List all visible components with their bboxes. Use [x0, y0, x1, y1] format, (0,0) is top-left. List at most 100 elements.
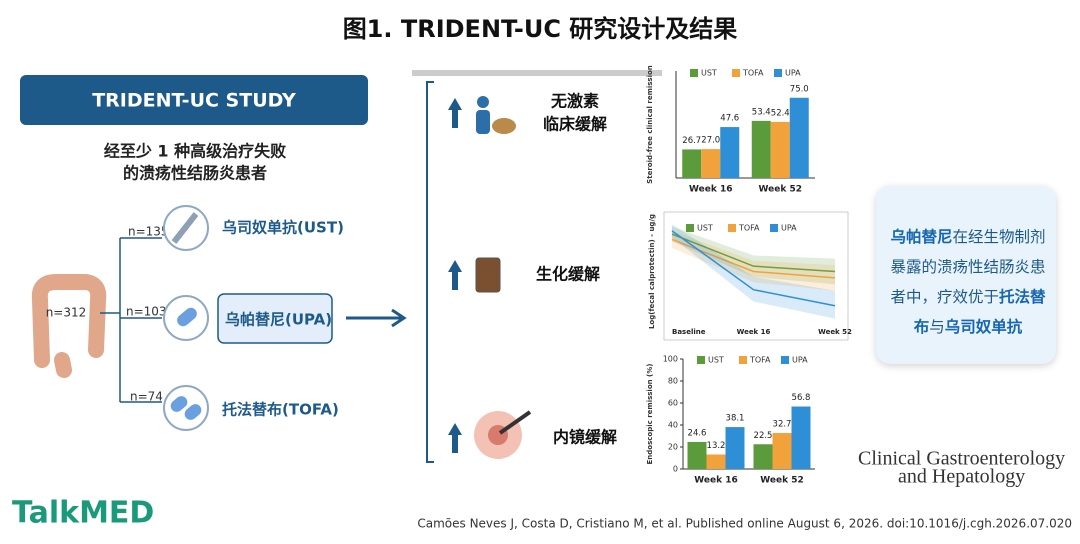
bar — [687, 441, 707, 469]
conclusion-text: 乌帕替尼 — [890, 228, 953, 246]
confidence-band — [672, 224, 835, 319]
journal: and Hepatology — [898, 466, 1025, 488]
arm-label: 乌帕替尼(UPA) — [225, 311, 332, 329]
value-label: 24.6 — [688, 428, 707, 438]
bar — [720, 127, 740, 178]
y-axis-label: Endoscopic remission (%) — [646, 364, 654, 465]
legend-label: UST — [697, 224, 713, 233]
bar — [751, 120, 771, 178]
confidence-band — [672, 230, 835, 291]
x-tick-label: Week 16 — [694, 476, 737, 486]
confidence-band — [672, 226, 835, 285]
y-tick-label: 80 — [668, 377, 678, 386]
value-label: 27.0 — [701, 136, 720, 146]
line — [671, 230, 836, 307]
syringe — [171, 212, 199, 244]
y-tick-label: 60 — [668, 399, 678, 408]
x-tick-label: Week 52 — [818, 328, 852, 336]
arm-label: 乌司奴单抗(UST) — [222, 219, 344, 237]
legend-swatch — [686, 224, 694, 232]
legend-label: TOFA — [742, 69, 764, 78]
population: 经至少 1 种高级治疗失败 — [104, 142, 286, 161]
x-tick-label: Week 16 — [737, 328, 771, 336]
arm-label: 托法替布(TOFA) — [222, 401, 339, 419]
conclusion-text: 与 — [929, 318, 945, 336]
value-label: 53.4 — [752, 107, 771, 117]
up-arrows — [448, 98, 462, 453]
legend-swatch — [697, 356, 705, 364]
arm-n: n=74 — [130, 390, 163, 404]
bar — [772, 433, 792, 469]
conclusion-text: 乌司奴单抗 — [944, 318, 1023, 336]
branches — [100, 237, 162, 403]
legend-label: TOFA — [749, 356, 771, 365]
person-icon — [476, 110, 490, 134]
highlight-box — [217, 293, 333, 344]
line — [671, 233, 836, 273]
bracket — [426, 81, 434, 463]
sample-icon — [475, 257, 501, 293]
conclusion-text: 托法替布 — [913, 288, 1046, 336]
citation: Camões Neves J, Costa D, Cristiano M, et… — [417, 517, 1072, 531]
bar — [789, 97, 809, 178]
pill — [184, 404, 202, 420]
y-tick-label: 100 — [663, 355, 678, 364]
arm-n: n=135 — [128, 225, 169, 239]
bar — [701, 149, 721, 178]
bar-strip — [412, 70, 662, 76]
y-tick-label: 20 — [668, 443, 678, 452]
bar — [682, 149, 702, 178]
value-label: 75.0 — [790, 84, 809, 94]
legend-swatch — [732, 69, 740, 77]
legend-swatch — [739, 356, 747, 364]
value-label: 38.1 — [726, 414, 745, 424]
legend-label: UPA — [792, 356, 808, 365]
bar — [753, 444, 773, 469]
conclusion: 乌帕替尼在经生物制剂暴露的溃疡性结肠炎患者中，疗效优于托法替布与乌司奴单抗 — [876, 186, 1056, 364]
title: 图1. TRIDENT-UC 研究设计及结果 — [343, 15, 738, 43]
outcome-label: 无激素 — [550, 92, 599, 111]
pill — [170, 396, 188, 412]
value-label: 32.7 — [773, 420, 792, 430]
endoscope — [498, 410, 532, 435]
person-icon — [477, 96, 489, 108]
colon-icon — [31, 274, 107, 378]
legend-swatch — [770, 224, 778, 232]
legend-label: UST — [701, 69, 717, 78]
legend-label: UST — [708, 356, 724, 365]
y-tick-label: 40 — [668, 421, 678, 430]
legend-swatch — [774, 69, 782, 77]
pill — [177, 307, 197, 327]
value-label: 47.6 — [720, 114, 739, 124]
value-label: 56.8 — [792, 393, 811, 403]
legend-swatch — [781, 356, 789, 364]
value-label: 52.4 — [771, 108, 790, 118]
legend-swatch — [728, 224, 736, 232]
value-label: 22.5 — [754, 431, 773, 441]
arrow — [346, 308, 407, 328]
x-tick-label: Week 52 — [760, 476, 803, 486]
banner-text: TRIDENT-UC STUDY — [92, 90, 296, 112]
legend-label: UPA — [781, 224, 797, 233]
legend-label: UPA — [785, 69, 801, 78]
banner — [20, 75, 368, 125]
y-axis-label: Log(fecal calprotectin) - ug/g — [648, 214, 656, 329]
conclusion-text: 在经生物制剂暴露的溃疡性结肠炎患者中，疗效优于 — [890, 228, 1046, 306]
value-label: 13.2 — [707, 441, 726, 451]
x-tick-label: Week 16 — [689, 185, 732, 195]
bar — [770, 121, 790, 178]
stool-icon — [492, 118, 516, 134]
bar — [791, 406, 811, 469]
bar — [725, 427, 745, 469]
value-label: 26.7 — [682, 136, 701, 146]
logo: TalkMED — [12, 496, 154, 531]
population: 的溃疡性结肠炎患者 — [123, 164, 267, 183]
x-tick-label: Baseline — [672, 328, 706, 336]
outcome-label: 临床缓解 — [543, 115, 607, 134]
journal: Clinical Gastroenterology — [858, 448, 1065, 470]
outcome-label: 内镜缓解 — [553, 428, 617, 447]
legend-label: TOFA — [738, 224, 760, 233]
arm-n: n=103 — [126, 305, 167, 319]
